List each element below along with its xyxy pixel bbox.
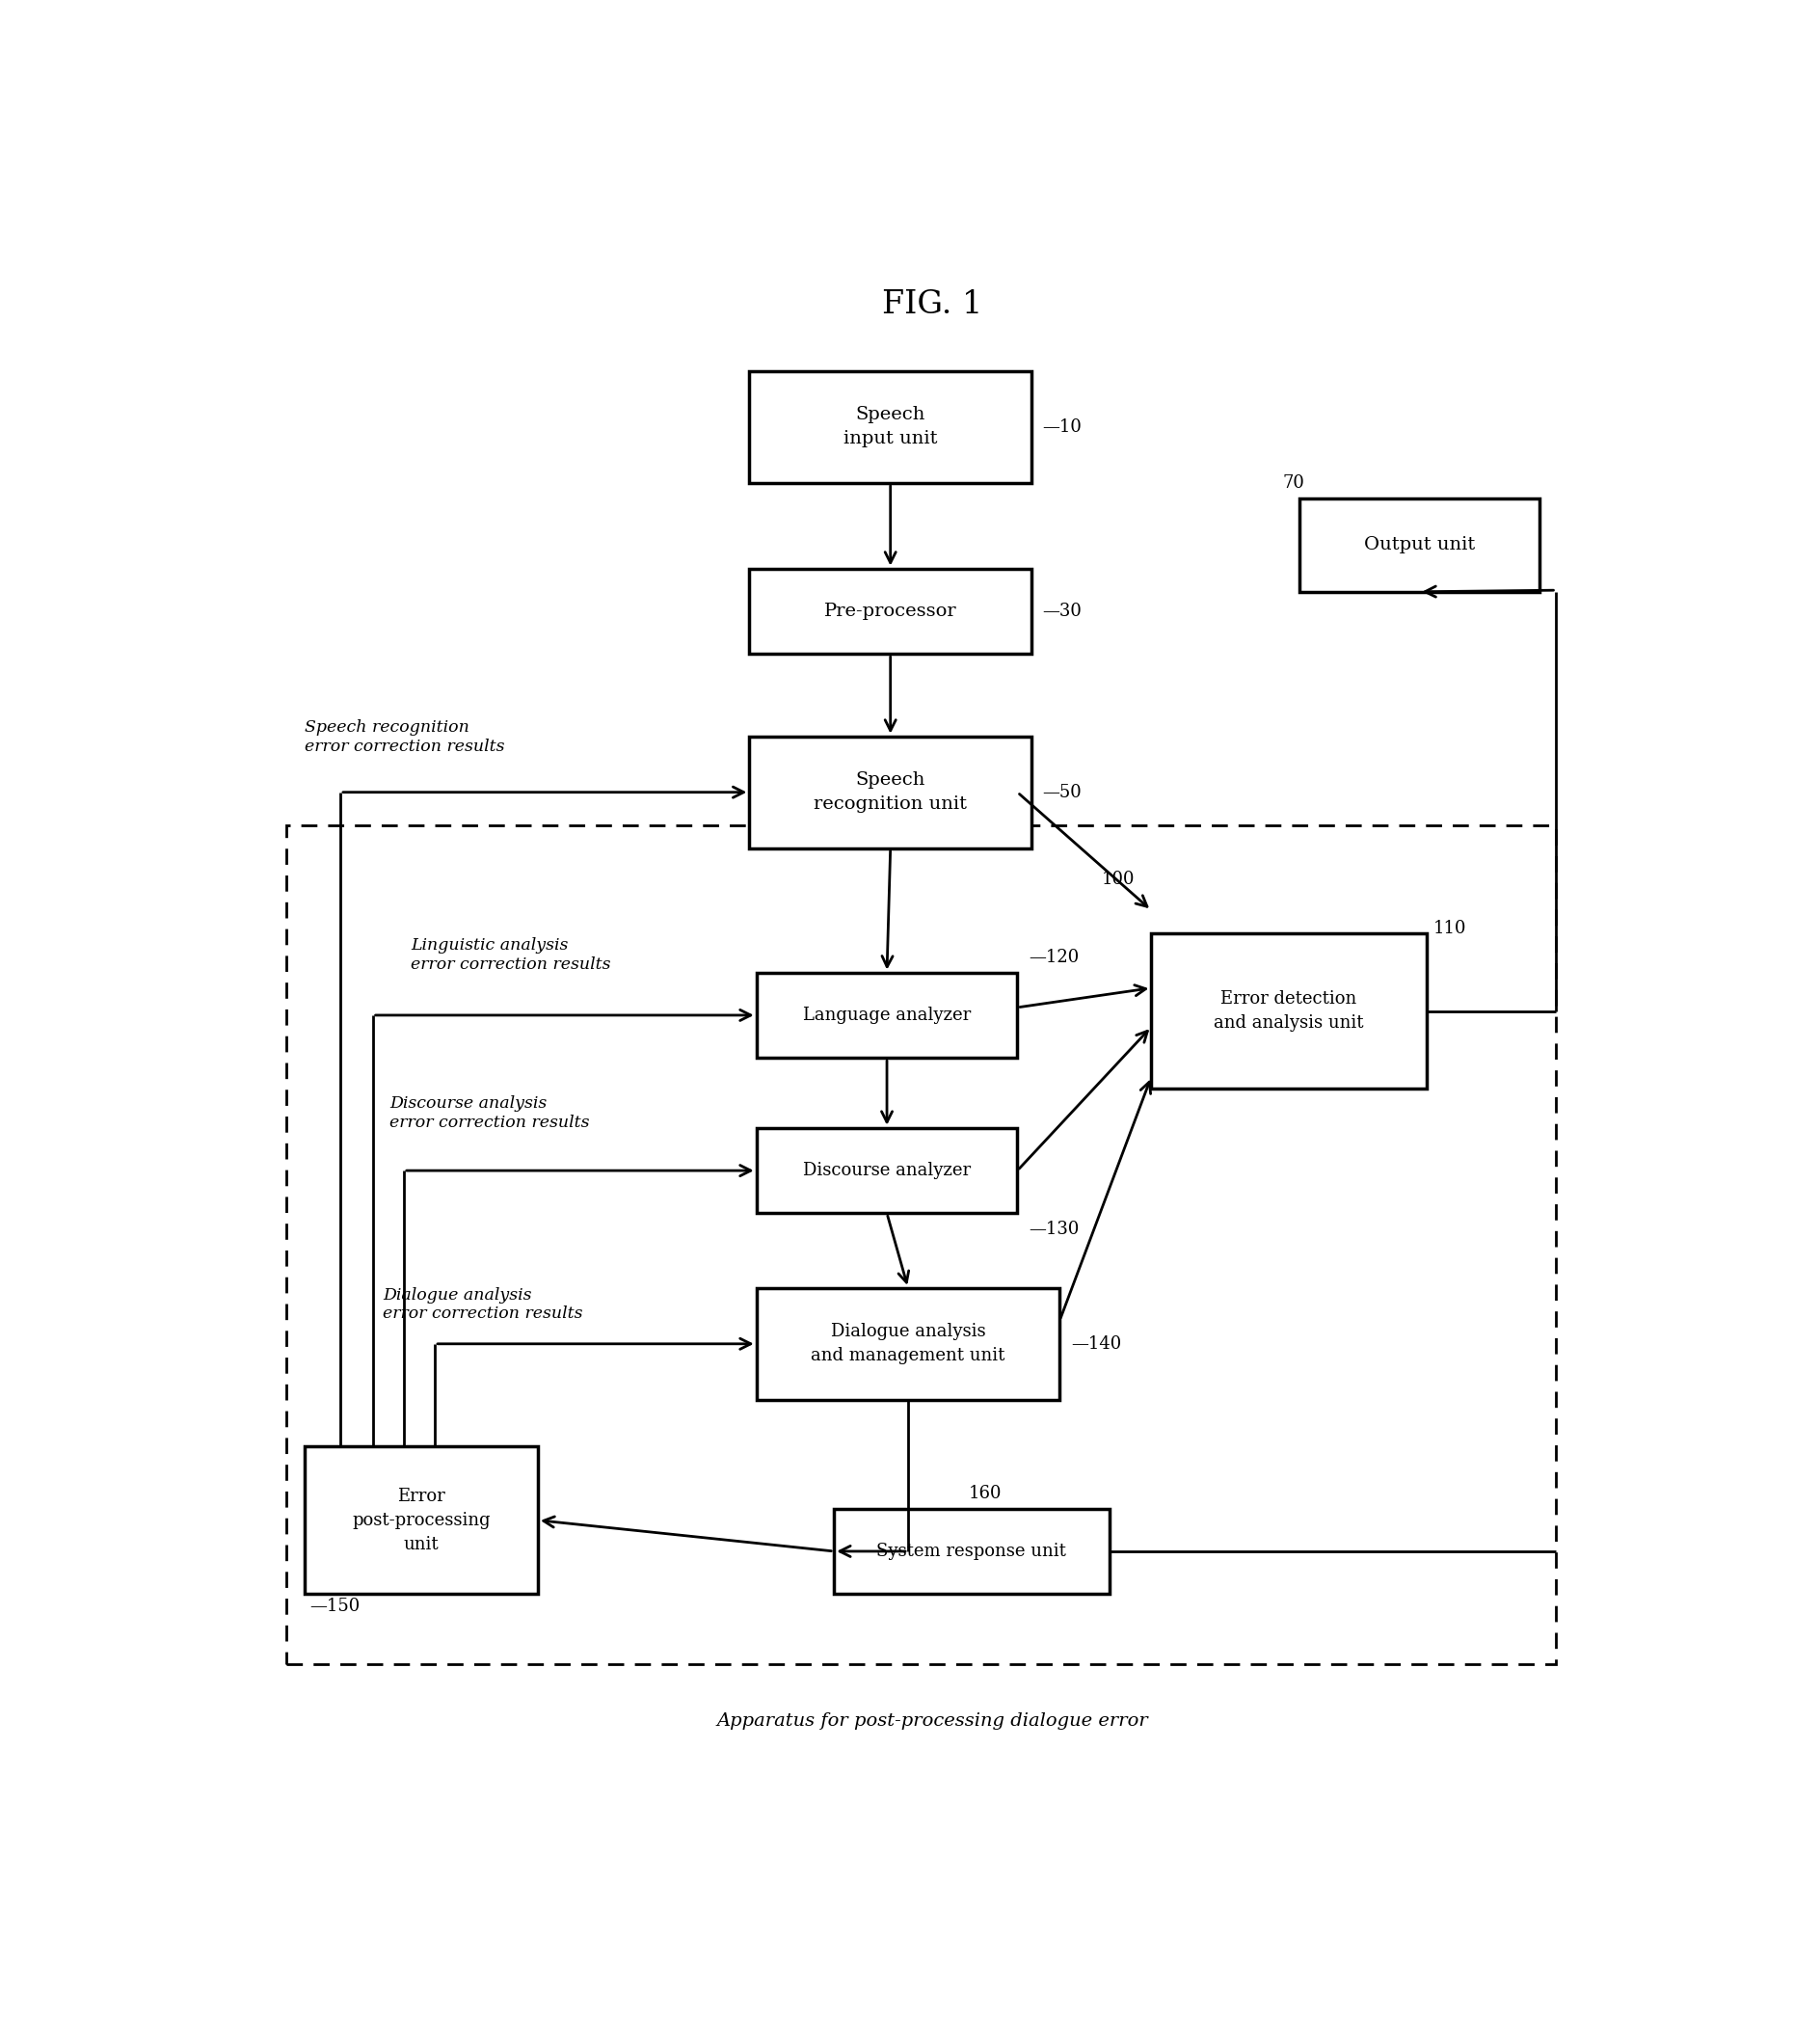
Text: 160: 160	[968, 1485, 1003, 1501]
Text: Apparatus for post-processing dialogue error: Apparatus for post-processing dialogue e…	[717, 1713, 1148, 1729]
Text: 100: 100	[1101, 870, 1136, 888]
FancyBboxPatch shape	[288, 825, 1556, 1665]
Text: Discourse analysis
error correction results: Discourse analysis error correction resu…	[389, 1096, 590, 1130]
Text: —130: —130	[1028, 1221, 1079, 1237]
Text: Language analyzer: Language analyzer	[803, 1007, 970, 1023]
Text: Output unit: Output unit	[1363, 537, 1474, 553]
Text: FIG. 1: FIG. 1	[883, 289, 983, 319]
Text: —120: —120	[1028, 948, 1079, 967]
Text: —140: —140	[1070, 1336, 1121, 1352]
Text: Speech recognition
error correction results: Speech recognition error correction resu…	[306, 720, 506, 755]
Text: 110: 110	[1434, 920, 1467, 938]
Text: Error detection
and analysis unit: Error detection and analysis unit	[1214, 991, 1363, 1031]
FancyBboxPatch shape	[1152, 934, 1427, 1090]
FancyBboxPatch shape	[834, 1509, 1108, 1594]
Text: —50: —50	[1043, 783, 1083, 801]
FancyBboxPatch shape	[757, 1128, 1017, 1213]
FancyBboxPatch shape	[750, 737, 1032, 848]
FancyBboxPatch shape	[757, 973, 1017, 1057]
Text: 70: 70	[1283, 474, 1305, 492]
Text: Error
post-processing
unit: Error post-processing unit	[353, 1487, 491, 1554]
FancyBboxPatch shape	[750, 371, 1032, 482]
FancyBboxPatch shape	[757, 1287, 1059, 1400]
Text: Speech
input unit: Speech input unit	[843, 406, 937, 448]
Text: Dialogue analysis
and management unit: Dialogue analysis and management unit	[812, 1324, 1005, 1364]
Text: Pre-processor: Pre-processor	[824, 603, 957, 620]
Text: Speech
recognition unit: Speech recognition unit	[814, 771, 966, 813]
FancyBboxPatch shape	[750, 569, 1032, 654]
FancyBboxPatch shape	[1299, 498, 1540, 591]
Text: —30: —30	[1043, 603, 1083, 620]
Text: —150: —150	[309, 1598, 360, 1614]
Text: Discourse analyzer: Discourse analyzer	[803, 1162, 970, 1179]
Text: System response unit: System response unit	[877, 1542, 1067, 1560]
FancyBboxPatch shape	[306, 1447, 539, 1594]
Text: Dialogue analysis
error correction results: Dialogue analysis error correction resul…	[382, 1287, 582, 1322]
Text: —10: —10	[1043, 418, 1083, 436]
Text: Linguistic analysis
error correction results: Linguistic analysis error correction res…	[411, 936, 612, 973]
